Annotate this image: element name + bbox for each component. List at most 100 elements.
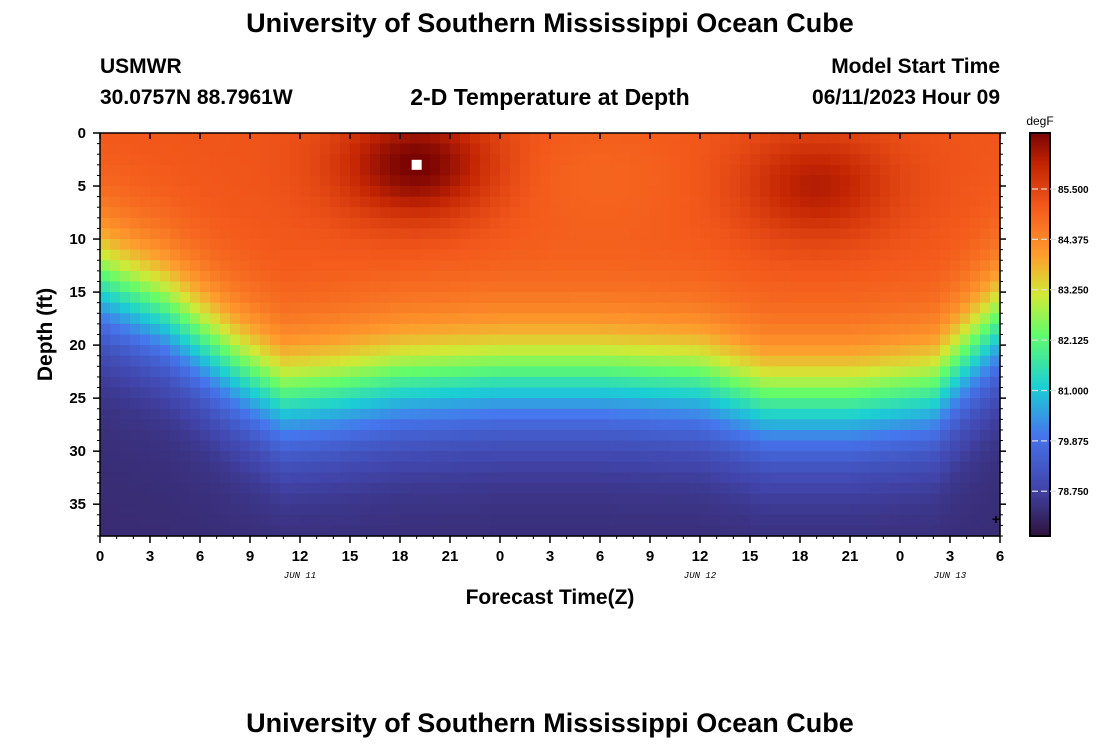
heatmap-cell (110, 207, 121, 219)
heatmap-cell (990, 482, 1001, 495)
heatmap-cell (590, 440, 601, 452)
heatmap-cell (440, 419, 451, 431)
heatmap-cell (450, 387, 461, 399)
heatmap-cell (200, 270, 211, 283)
heatmap-cell (100, 514, 111, 526)
heatmap-cell (860, 345, 871, 357)
heatmap-cell (410, 387, 421, 399)
heatmap-cell (340, 164, 351, 177)
heatmap-cell (620, 525, 631, 537)
heatmap-cell (400, 292, 411, 304)
heatmap-cell (670, 398, 681, 410)
heatmap-cell (100, 419, 111, 431)
heatmap-cell (120, 196, 131, 208)
heatmap-cell (800, 525, 811, 537)
heatmap-cell (690, 482, 701, 495)
heatmap-cell (920, 260, 931, 272)
heatmap-cell (710, 249, 721, 261)
heatmap-cell (210, 175, 221, 187)
heatmap-cell (870, 461, 881, 473)
heatmap-cell (500, 345, 511, 357)
heatmap-cell (260, 270, 271, 283)
heatmap-cell (740, 207, 751, 219)
heatmap-cell (220, 270, 231, 283)
heatmap-cell (330, 398, 341, 410)
heatmap-cell (610, 270, 621, 283)
heatmap-cell (970, 419, 981, 431)
heatmap-cell (230, 440, 241, 452)
heatmap-cell (280, 281, 291, 293)
heatmap-cell (130, 525, 141, 537)
heatmap-cell (320, 355, 331, 367)
heatmap-cell (140, 196, 151, 208)
heatmap-cell (360, 440, 371, 452)
heatmap-cell (780, 292, 791, 304)
heatmap-cell (510, 186, 521, 198)
heatmap-cell (410, 482, 421, 495)
heatmap-cell (300, 451, 311, 463)
heatmap-cell (450, 313, 461, 325)
heatmap-cell (400, 175, 411, 187)
heatmap-cell (360, 133, 371, 145)
heatmap-cell (320, 186, 331, 198)
heatmap-cell (900, 196, 911, 208)
heatmap-cell (760, 323, 771, 336)
x-tick-label: 0 (896, 548, 904, 565)
heatmap-cell (500, 355, 511, 367)
heatmap-cell (510, 270, 521, 283)
heatmap-cell (170, 514, 181, 526)
heatmap-cell (730, 175, 741, 187)
heatmap-cell (170, 260, 181, 272)
heatmap-cell (700, 313, 711, 325)
heatmap-cell (670, 429, 681, 442)
heatmap-cell (840, 186, 851, 198)
heatmap-cell (820, 472, 831, 484)
heatmap-cell (940, 143, 951, 155)
heatmap-cell (670, 143, 681, 155)
heatmap-cell (960, 398, 971, 410)
heatmap-cell (300, 366, 311, 378)
heatmap-cell (700, 323, 711, 336)
heatmap-cell (100, 292, 111, 304)
heatmap-cell (980, 217, 991, 230)
heatmap-cell (560, 482, 571, 495)
heatmap-cell (470, 270, 481, 283)
heatmap-cell (480, 164, 491, 177)
heatmap-cell (650, 196, 661, 208)
heatmap-cell (550, 217, 561, 230)
heatmap-cell (330, 419, 341, 431)
heatmap-cell (620, 154, 631, 166)
heatmap-cell (260, 482, 271, 495)
heatmap-cell (200, 133, 211, 145)
heatmap-cell (600, 270, 611, 283)
heatmap-cell (810, 154, 821, 166)
heatmap-cell (870, 355, 881, 367)
heatmap-cell (620, 260, 631, 272)
heatmap-cell (880, 323, 891, 336)
heatmap-cell (830, 472, 841, 484)
heatmap-cell (570, 429, 581, 442)
heatmap-cell (450, 429, 461, 442)
heatmap-cell (540, 260, 551, 272)
heatmap-cell (480, 461, 491, 473)
heatmap-cell (460, 525, 471, 537)
heatmap-cell (330, 292, 341, 304)
heatmap-cell (210, 419, 221, 431)
heatmap-cell (100, 461, 111, 473)
heatmap-cell (450, 504, 461, 516)
heatmap-cell (990, 313, 1001, 325)
heatmap-cell (400, 228, 411, 240)
heatmap-cell (230, 419, 241, 431)
heatmap-cell (610, 154, 621, 166)
heatmap-cell (380, 461, 391, 473)
heatmap-cell (450, 186, 461, 198)
heatmap-cell (280, 302, 291, 314)
y-tick-label: 5 (78, 178, 86, 195)
heatmap-cell (620, 143, 631, 155)
heatmap-cell (930, 196, 941, 208)
heatmap-cell (870, 292, 881, 304)
heatmap-cell (170, 249, 181, 261)
heatmap-cell (750, 525, 761, 537)
heatmap-cell (420, 260, 431, 272)
heatmap-cell (430, 461, 441, 473)
